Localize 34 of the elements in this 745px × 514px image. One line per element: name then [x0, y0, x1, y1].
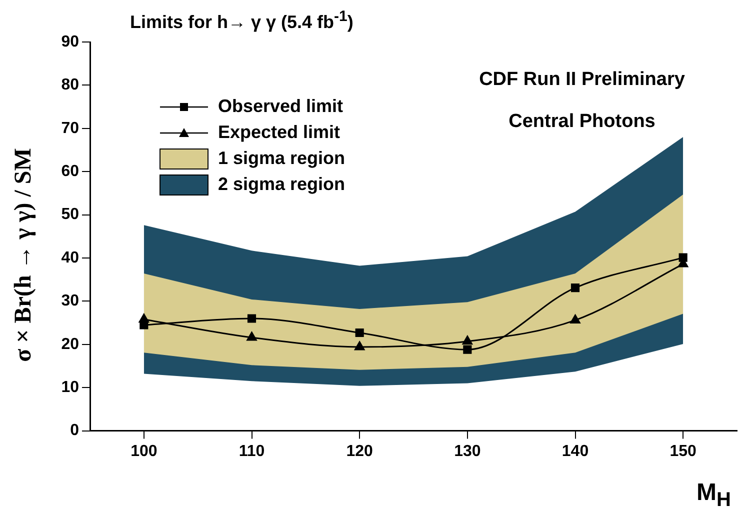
x-axis-title: M$_{H}$: [696, 479, 731, 512]
y-tick-label: 70: [61, 120, 80, 137]
y-tick-label: 30: [61, 292, 80, 310]
legend-label: 2 sigma region: [218, 174, 346, 194]
x-tick-label: 120: [346, 442, 374, 460]
point: [354, 341, 365, 350]
point: [462, 336, 472, 345]
point: [570, 314, 580, 324]
y-tick-label: 90: [61, 33, 80, 50]
annotation: CDF Run II Preliminary: [479, 69, 686, 90]
point: [678, 253, 688, 262]
y-tick-label: 80: [61, 76, 80, 94]
point: [246, 332, 257, 341]
y-tick-label: 50: [61, 206, 80, 224]
y-tick-label: 10: [61, 379, 80, 396]
x-tick-label: 150: [670, 442, 697, 460]
point: [247, 314, 256, 323]
point: [463, 345, 472, 354]
chart-title: Limits for h→ γ γ (5.4 fb$^{-1}$): [130, 8, 354, 33]
x-tick-label: 130: [454, 442, 481, 460]
x-tick-label: 140: [562, 442, 589, 460]
y-tick-label: 20: [61, 336, 80, 353]
y-axis-title: σ × Br(h → γ γ) / SM: [10, 148, 38, 362]
x-tick-label: 110: [238, 442, 265, 460]
y-tick-label: 0: [70, 422, 80, 440]
legend-label: Observed limit: [218, 96, 344, 116]
annotation: Central Photons: [508, 111, 656, 132]
point: [570, 284, 580, 292]
point: [355, 328, 364, 338]
legend-label: Expected limit: [218, 122, 340, 142]
legend-label: 1 sigma region: [218, 148, 346, 168]
x-tick-label: 100: [130, 442, 158, 460]
y-tick-label: 60: [61, 163, 80, 180]
y-tick-label: 40: [61, 249, 80, 266]
